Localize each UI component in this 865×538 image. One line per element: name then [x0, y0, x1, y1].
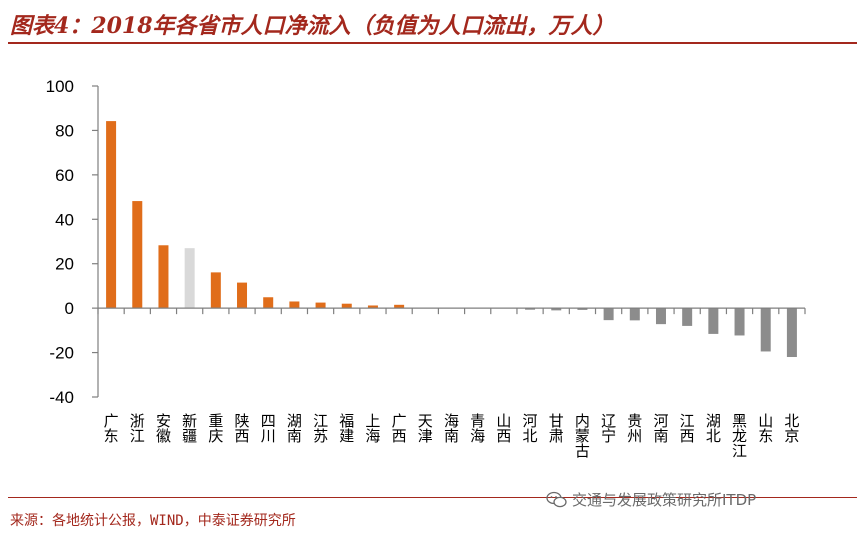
bar: [787, 308, 797, 357]
x-tick-label-char: 西: [392, 427, 407, 445]
y-axis: -40 -20 0 20 40 60 80 100: [46, 77, 98, 407]
x-tick-label-char: 疆: [182, 427, 197, 445]
x-tick-label-char: 西: [496, 427, 511, 445]
bar: [158, 245, 168, 308]
x-tick-label-char: 北: [523, 427, 538, 445]
bar: [630, 308, 640, 320]
x-tick-label: 新疆: [182, 412, 197, 445]
x-tick-label-char: 西: [680, 427, 695, 445]
x-tick-label: 北京: [784, 412, 799, 445]
x-tick-label-char: 南: [653, 427, 668, 445]
x-tick-label: 山东: [758, 412, 773, 445]
source-note: 来源：各地统计公报，WIND，中泰证券研究所: [10, 510, 296, 530]
category-labels: 广东浙江安徽新疆重庆陕西四川湖南江苏福建上海广西天津海南青海山西河北甘肃内蒙古辽…: [104, 412, 800, 460]
x-tick-label-char: 徽: [156, 427, 171, 445]
x-tick-label-char: 肃: [549, 427, 564, 445]
x-tick-label: 贵州: [627, 412, 642, 445]
bar: [604, 308, 614, 320]
x-tick-label-char: 津: [418, 427, 433, 445]
x-tick-label-char: 南: [287, 427, 302, 445]
bar: [735, 308, 745, 335]
x-tick-label-char: 建: [339, 427, 354, 445]
bar: [656, 308, 666, 324]
x-tick-label: 陕西: [235, 412, 250, 445]
bar: [316, 303, 326, 309]
bar: [185, 248, 195, 308]
x-tick-label-char: 州: [627, 427, 642, 445]
x-tick-label: 湖南: [287, 412, 302, 445]
x-tick-label: 重庆: [208, 412, 223, 445]
y-tick-label: 60: [55, 166, 74, 185]
y-tick-label: -20: [49, 344, 74, 363]
x-tick-label: 内蒙古: [575, 412, 590, 460]
x-tick-label: 福建: [339, 412, 354, 445]
y-tick-label: 40: [55, 210, 74, 229]
x-tick-label: 江西: [680, 412, 695, 445]
x-tick-label-char: 海: [365, 427, 380, 445]
x-tick-label-char: 东: [758, 427, 773, 445]
x-tick-label-char: 京: [784, 427, 799, 445]
x-tick-label: 河北: [523, 412, 538, 445]
bar: [708, 308, 718, 334]
y-tick-label: 0: [65, 299, 74, 318]
bars: [106, 121, 797, 357]
bar: [342, 304, 352, 308]
watermark: 交通与发展政策研究所ITDP: [546, 489, 756, 510]
x-tick-label: 河南: [653, 412, 668, 445]
x-tick-label-char: 西: [235, 427, 250, 445]
bar: [682, 308, 692, 326]
bar: [132, 201, 142, 308]
y-tick-label: -40: [49, 388, 74, 407]
bar: [263, 297, 273, 308]
bar: [237, 283, 247, 309]
x-tick-label: 江苏: [313, 412, 328, 445]
x-tick-label: 辽宁: [601, 412, 616, 445]
x-tick-label-char: 江: [732, 442, 747, 460]
x-tick-label: 甘肃: [549, 412, 564, 445]
bar: [211, 272, 221, 308]
y-tick-label: 20: [55, 255, 74, 274]
x-tick-label: 上海: [365, 412, 380, 445]
x-tick-label-char: 海: [470, 427, 485, 445]
x-tick-label-char: 江: [130, 427, 145, 445]
x-tick-label: 湖北: [706, 412, 721, 445]
x-tick-label-char: 宁: [601, 427, 616, 445]
x-tick-label: 四川: [261, 412, 276, 445]
x-tick-label-char: 古: [575, 442, 590, 460]
x-tick-label-char: 川: [261, 427, 276, 445]
x-tick-label: 天津: [418, 412, 433, 445]
x-tick-label: 青海: [470, 412, 485, 445]
bar: [106, 121, 116, 308]
x-tick-label: 海南: [444, 412, 459, 445]
x-tick-label: 广西: [392, 412, 407, 445]
x-tick-label: 黑龙江: [732, 412, 747, 460]
y-tick-label: 100: [46, 77, 74, 96]
x-tick-label-char: 庆: [208, 427, 223, 445]
bar: [761, 308, 771, 351]
x-tick-label: 浙江: [130, 412, 145, 445]
x-tick-label: 山西: [496, 412, 511, 445]
x-tick-label-char: 南: [444, 427, 459, 445]
y-tick-label: 80: [55, 121, 74, 140]
x-axis: [98, 308, 805, 314]
bar: [289, 301, 299, 308]
x-tick-label: 安徽: [156, 412, 171, 445]
x-tick-label: 广东: [104, 412, 119, 445]
watermark-text: 交通与发展政策研究所ITDP: [572, 489, 756, 510]
x-tick-label-char: 北: [706, 427, 721, 445]
x-tick-label-char: 东: [104, 427, 119, 445]
wechat-icon: [546, 491, 568, 509]
x-tick-label-char: 苏: [313, 427, 328, 445]
